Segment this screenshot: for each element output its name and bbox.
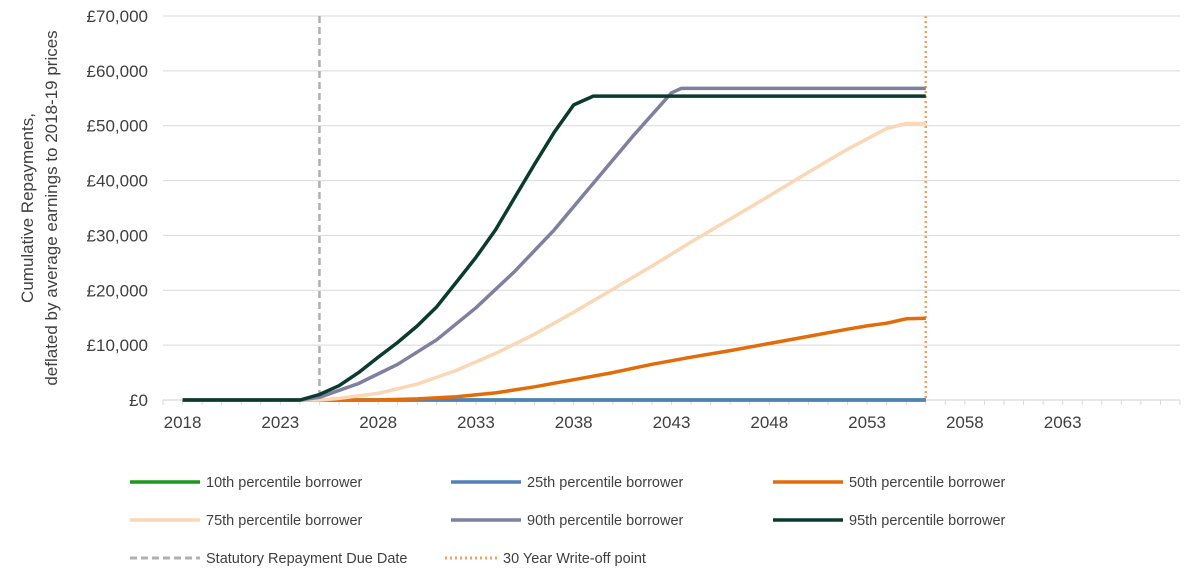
y-tick-label: £70,000 bbox=[87, 7, 148, 26]
legend-label: Statutory Repayment Due Date bbox=[206, 551, 408, 567]
y-tick-label: £30,000 bbox=[87, 226, 148, 245]
series-line bbox=[182, 316, 926, 402]
reference-lines bbox=[318, 16, 927, 400]
y-tick-label: £0 bbox=[129, 391, 148, 410]
y-tick-label: £60,000 bbox=[87, 62, 148, 81]
x-tick-label: 2043 bbox=[653, 413, 691, 432]
y-axis-title-line-2: deflated by average earnings to 2018-19 … bbox=[42, 30, 61, 385]
legend-label: 95th percentile borrower bbox=[849, 513, 1006, 529]
x-tick-label: 2028 bbox=[359, 413, 397, 432]
legend-label: 30 Year Write-off point bbox=[503, 551, 646, 567]
legend-label: 90th percentile borrower bbox=[527, 513, 684, 529]
y-tick-label: £10,000 bbox=[87, 336, 148, 355]
y-tick-label: £40,000 bbox=[87, 172, 148, 191]
y-tick-label: £20,000 bbox=[87, 281, 148, 300]
legend-label: 25th percentile borrower bbox=[527, 475, 684, 491]
y-tick-label: £50,000 bbox=[87, 117, 148, 136]
x-tick-label: 2063 bbox=[1044, 413, 1082, 432]
x-tick-label: 2033 bbox=[457, 413, 495, 432]
series-line bbox=[182, 94, 926, 402]
grid bbox=[163, 15, 1180, 346]
x-tick-label: 2018 bbox=[164, 413, 202, 432]
legend-label: 50th percentile borrower bbox=[849, 475, 1006, 491]
x-tick-label: 2053 bbox=[848, 413, 886, 432]
series-lines bbox=[182, 86, 926, 402]
x-tick-label: 2023 bbox=[261, 413, 299, 432]
x-tick-label: 2038 bbox=[555, 413, 593, 432]
x-tick-label: 2058 bbox=[946, 413, 984, 432]
legend-label: 10th percentile borrower bbox=[206, 475, 363, 491]
series-line bbox=[182, 121, 926, 402]
legend-label: 75th percentile borrower bbox=[206, 513, 363, 529]
series-line bbox=[182, 86, 926, 402]
x-tick-label: 2048 bbox=[750, 413, 788, 432]
legend: 10th percentile borrower 25th percentile … bbox=[130, 475, 1006, 567]
y-axis-title-line-1: Cumulative Repayments, bbox=[18, 113, 37, 303]
y-axis-title: Cumulative Repayments, deflated by avera… bbox=[18, 30, 61, 385]
